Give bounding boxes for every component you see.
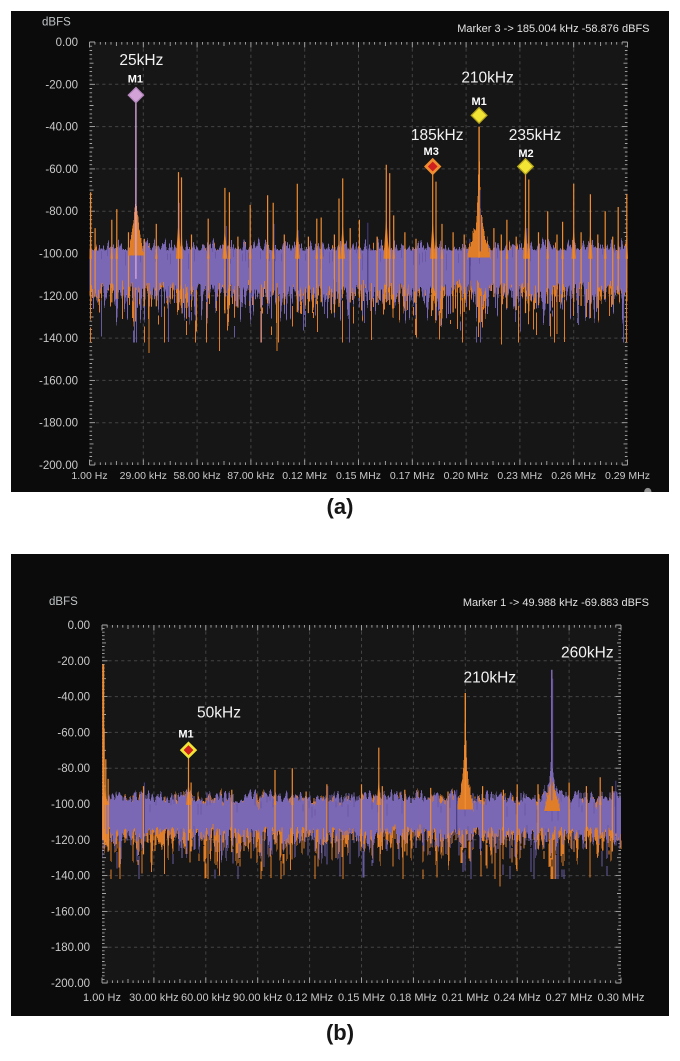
svg-text:-80.00: -80.00 (45, 206, 78, 218)
svg-text:-200.00: -200.00 (51, 978, 90, 990)
svg-text:-140.00: -140.00 (39, 333, 78, 345)
svg-text:0.20 MHz: 0.20 MHz (444, 470, 489, 482)
svg-text:185kHz: 185kHz (411, 127, 464, 144)
svg-text:210kHz: 210kHz (464, 670, 517, 687)
svg-text:-100.00: -100.00 (39, 249, 78, 261)
svg-text:M2: M2 (518, 148, 533, 160)
svg-text:90.00 kHz: 90.00 kHz (233, 992, 283, 1004)
svg-text:M1: M1 (128, 74, 143, 86)
svg-text:1.00 Hz: 1.00 Hz (71, 470, 107, 482)
svg-text:0.24 MHz: 0.24 MHz (494, 992, 541, 1004)
svg-text:M1: M1 (471, 96, 486, 108)
svg-text:-60.00: -60.00 (57, 727, 90, 739)
svg-text:-20.00: -20.00 (45, 79, 78, 91)
svg-text:0.30 MHz: 0.30 MHz (597, 992, 644, 1004)
svg-text:235kHz: 235kHz (509, 127, 562, 144)
svg-text:-180.00: -180.00 (51, 942, 90, 954)
svg-text:0.12 MHz: 0.12 MHz (286, 992, 333, 1004)
svg-text:25kHz: 25kHz (119, 52, 163, 69)
svg-text:0.27 MHz: 0.27 MHz (546, 992, 593, 1004)
svg-text:0.29 MHz: 0.29 MHz (605, 470, 650, 482)
svg-text:M3: M3 (424, 146, 439, 158)
svg-text:-120.00: -120.00 (39, 291, 78, 303)
svg-text:0.23 MHz: 0.23 MHz (497, 470, 542, 482)
svg-text:-160.00: -160.00 (39, 375, 78, 387)
svg-text:Marker 3 -> 185.004 kHz -58.87: Marker 3 -> 185.004 kHz -58.876 dBFS (457, 23, 649, 35)
svg-text:-200.00: -200.00 (39, 460, 78, 472)
svg-text:0.18 MHz: 0.18 MHz (390, 992, 437, 1004)
svg-text:58.00 kHz: 58.00 kHz (173, 470, 220, 482)
svg-text:0.00: 0.00 (56, 37, 78, 49)
svg-text:-60.00: -60.00 (45, 164, 78, 176)
svg-text:0.12 MHz: 0.12 MHz (282, 470, 327, 482)
svg-text:210kHz: 210kHz (461, 70, 514, 87)
svg-text:50kHz: 50kHz (197, 705, 241, 722)
svg-text:0.00: 0.00 (68, 620, 90, 632)
svg-text:0.17 MHz: 0.17 MHz (390, 470, 435, 482)
svg-text:dBFS: dBFS (49, 596, 78, 608)
svg-text:260kHz: 260kHz (561, 645, 614, 662)
svg-text:87.00 kHz: 87.00 kHz (227, 470, 274, 482)
svg-text:-180.00: -180.00 (39, 418, 78, 430)
svg-text:0.15 MHz: 0.15 MHz (336, 470, 381, 482)
svg-text:-100.00: -100.00 (51, 799, 90, 811)
svg-text:-140.00: -140.00 (51, 871, 90, 883)
svg-text:-40.00: -40.00 (45, 122, 78, 134)
svg-text:M1: M1 (178, 729, 193, 741)
svg-text:29.00 kHz: 29.00 kHz (120, 470, 167, 482)
svg-text:-80.00: -80.00 (57, 763, 90, 775)
svg-text:-120.00: -120.00 (51, 835, 90, 847)
svg-text:60.00 kHz: 60.00 kHz (181, 992, 231, 1004)
svg-text:dBFS: dBFS (42, 17, 71, 29)
svg-text:-20.00: -20.00 (57, 656, 90, 668)
svg-text:-160.00: -160.00 (51, 906, 90, 918)
svg-text:1.00 Hz: 1.00 Hz (83, 992, 121, 1004)
svg-text:30.00 kHz: 30.00 kHz (129, 992, 179, 1004)
svg-text:-40.00: -40.00 (57, 692, 90, 704)
svg-text:0.21 MHz: 0.21 MHz (442, 992, 489, 1004)
svg-text:0.26 MHz: 0.26 MHz (551, 470, 596, 482)
svg-text:0.15 MHz: 0.15 MHz (338, 992, 385, 1004)
svg-text:Marker 1 -> 49.988 kHz -69.883: Marker 1 -> 49.988 kHz -69.883 dBFS (463, 597, 649, 609)
